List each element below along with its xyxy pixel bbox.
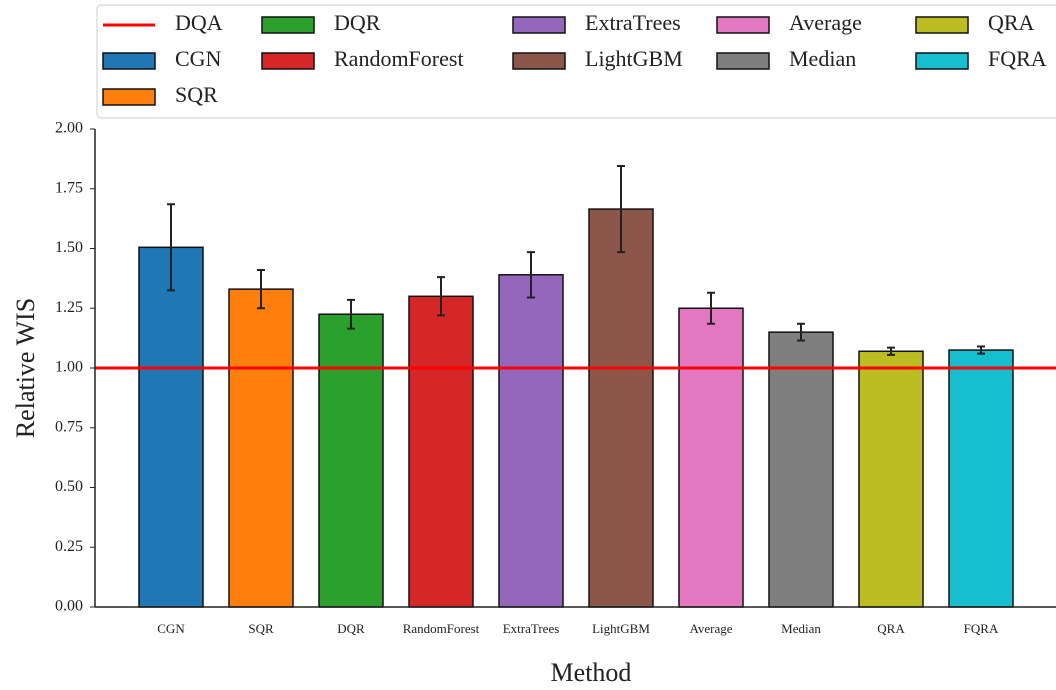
y-tick-label: 0.25	[55, 538, 83, 555]
x-tick-label: QRA	[877, 621, 905, 636]
error-bar	[347, 298, 355, 330]
legend-swatch	[512, 16, 566, 34]
error-bar	[617, 165, 625, 254]
legend-swatch	[716, 16, 770, 34]
y-tick-label: 0.50	[55, 478, 83, 495]
y-tick-label: 1.75	[55, 179, 83, 196]
bar	[768, 331, 834, 608]
legend-swatch	[512, 52, 566, 70]
error-bar	[887, 346, 895, 356]
legend-swatch	[915, 52, 969, 70]
x-tick-label: SQR	[248, 621, 274, 636]
legend-label: Median	[789, 46, 856, 71]
legend-swatch	[915, 16, 969, 34]
x-tick-label: LightGBM	[592, 621, 650, 636]
legend-label: QRA	[988, 10, 1035, 35]
legend-swatch	[102, 52, 156, 70]
error-bar	[527, 251, 535, 299]
y-axis-title: Relative WIS	[11, 298, 40, 438]
x-tick-label: DQR	[337, 621, 365, 636]
bar	[318, 313, 384, 608]
y-tick-label: 0.75	[55, 418, 83, 435]
error-bar	[167, 203, 175, 292]
x-tick-label: CGN	[157, 621, 185, 636]
legend-swatch	[261, 16, 315, 34]
bar	[138, 246, 204, 608]
y-tick-label: 1.00	[55, 359, 83, 376]
bar	[858, 350, 924, 608]
legend-box	[96, 4, 1056, 119]
y-tick-label: 2.00	[55, 120, 83, 137]
x-axis-title: Method	[551, 658, 632, 687]
legend-label: Average	[789, 10, 862, 35]
legend-label: ExtraTrees	[585, 10, 681, 35]
error-bar	[437, 276, 445, 317]
legend-label: SQR	[175, 82, 218, 107]
legend-swatch	[102, 88, 156, 106]
x-tick-label: RandomForest	[403, 621, 480, 636]
legend-label: FQRA	[988, 46, 1047, 71]
bar	[678, 307, 744, 608]
y-tick-label: 0.00	[55, 598, 83, 615]
legend-label: DQR	[334, 10, 381, 35]
x-tick-label: FQRA	[964, 621, 999, 636]
x-tick-label: Average	[689, 621, 732, 636]
x-tick-label: Median	[781, 621, 821, 636]
bar	[408, 295, 474, 608]
legend-swatch	[716, 52, 770, 70]
bar	[228, 288, 294, 608]
legend-label: LightGBM	[585, 46, 683, 71]
legend-label: DQA	[175, 10, 223, 35]
error-bar	[257, 269, 265, 310]
bar	[948, 349, 1014, 608]
error-bar	[977, 345, 985, 355]
legend-label: CGN	[175, 46, 222, 71]
y-tick-label: 1.50	[55, 239, 83, 256]
bar	[498, 274, 564, 608]
error-bar	[707, 291, 715, 325]
error-bar	[797, 322, 805, 342]
legend-swatch	[261, 52, 315, 70]
y-tick-label: 1.25	[55, 299, 83, 316]
x-tick-label: ExtraTrees	[503, 621, 560, 636]
bar	[588, 208, 654, 608]
legend-label: RandomForest	[334, 46, 464, 71]
